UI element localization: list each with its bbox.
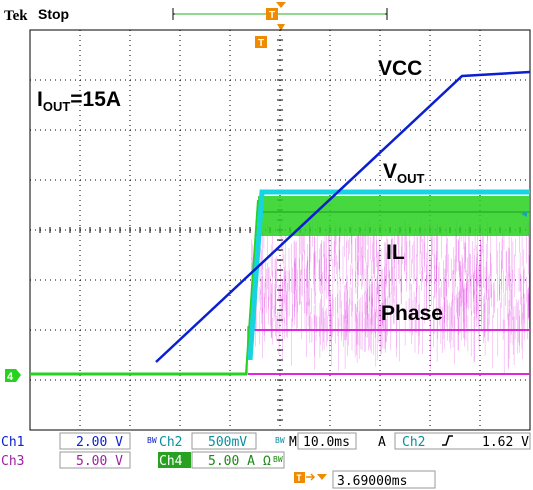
trigger-marker-top-text: T (269, 10, 275, 21)
ch3-phase-trace (246, 220, 530, 376)
vcc-label: VCC (378, 57, 422, 80)
ch2-vout-trace (247, 189, 530, 361)
waveform-area (30, 70, 531, 376)
trigger-position-icon: T (294, 472, 327, 484)
ch1-label[interactable]: Ch1 (1, 435, 24, 450)
ch4-units: Ω (263, 454, 271, 469)
trigger-settings-box[interactable] (394, 432, 531, 450)
timebase-value: 10.0ms (303, 435, 350, 450)
timebase-box[interactable] (297, 432, 357, 450)
ch4-scale-box[interactable] (191, 451, 285, 469)
ch3-scale: 5.00 V (76, 454, 123, 469)
trigger-position-value: 3.69000ms (337, 474, 407, 489)
ch4-label-bg (158, 452, 191, 468)
ch2-bw-icon: BW (275, 436, 285, 445)
ch2-label-bg (158, 433, 191, 449)
iout-label: IOUT=15A (37, 88, 121, 114)
vout-label: VOUT (383, 160, 425, 186)
ch2-scale: 500mV (208, 435, 247, 450)
trigger-position-top-icon[interactable]: T (266, 2, 286, 21)
ch4-ground-marker-icon[interactable]: 4 (5, 369, 21, 383)
ch1-scale: 2.00 V (76, 435, 123, 450)
ch4-label[interactable]: Ch4 (159, 454, 183, 469)
trigger-position-box[interactable] (332, 470, 436, 489)
trigger-level: 1.62 V (482, 435, 529, 450)
ch2-level-icon[interactable] (521, 211, 527, 217)
il-label: IL (386, 241, 405, 264)
run-state-label: Stop (38, 6, 69, 22)
trigger-slope-icon (442, 435, 453, 446)
ch4-marker-text: 4 (7, 371, 14, 383)
timebase-prefix: M (289, 435, 297, 450)
trigger-point-icon[interactable]: T (255, 24, 285, 49)
phase-label: Phase (381, 302, 443, 325)
trigger-source: Ch2 (402, 435, 425, 450)
brand-label: Tek (4, 8, 28, 24)
record-position-bar[interactable] (172, 8, 388, 20)
ch1-bw-icon: BW (147, 436, 157, 445)
trigger-position-marker-text: T (296, 474, 302, 484)
ch4-il-trace (30, 196, 530, 376)
ch2-label[interactable]: Ch2 (159, 435, 182, 450)
ch4-scale: 5.00 A (208, 454, 255, 469)
ch3-scale-box[interactable] (59, 451, 131, 469)
trigger-mode: A (378, 435, 386, 450)
trigger-marker-text: T (258, 38, 264, 49)
ch2-scale-box[interactable] (191, 432, 257, 450)
ch1-vcc-trace (155, 70, 531, 363)
ch1-scale-box[interactable] (59, 432, 131, 450)
ch4-bw-icon: BW (273, 455, 283, 464)
ch3-label[interactable]: Ch3 (1, 454, 24, 469)
